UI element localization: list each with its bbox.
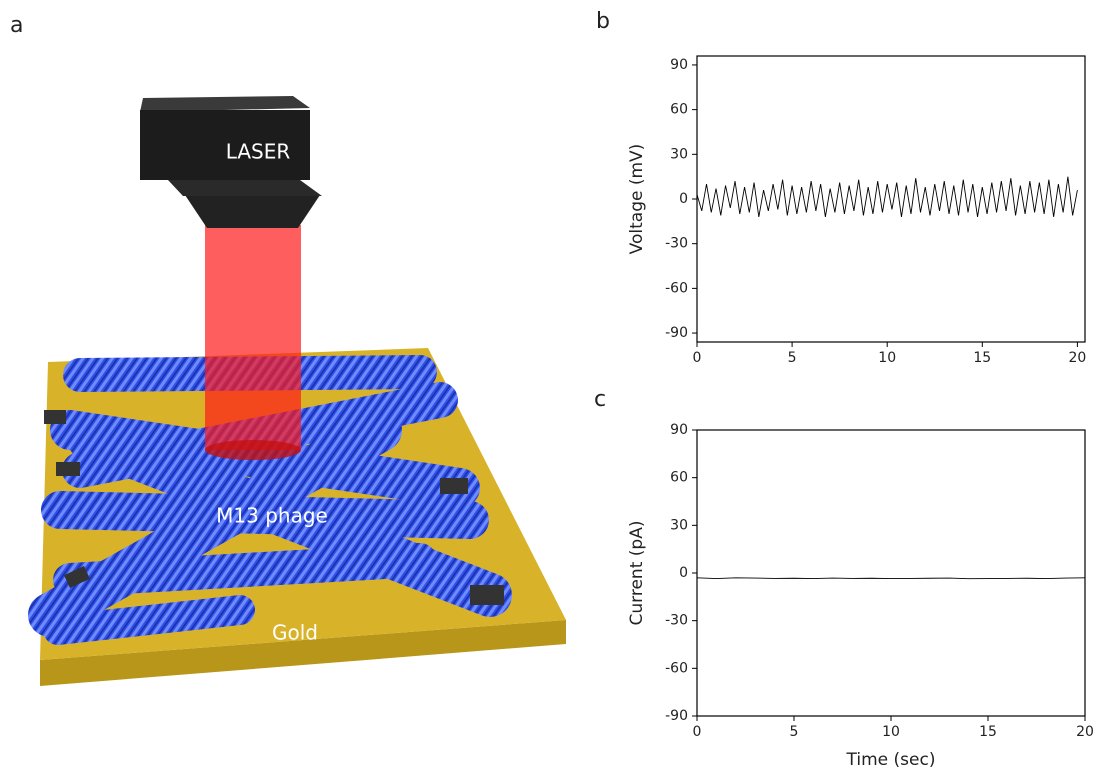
y-axis-label: Current (pA) [627,521,647,626]
y-tick-label: 0 [679,191,688,207]
laser-body [140,110,310,180]
y-axis-label: Voltage (mV) [627,144,647,255]
gold-side [40,620,566,686]
x-tick-label: 0 [693,350,702,366]
y-tick-label: 30 [670,146,688,162]
laser-beam [205,225,301,450]
y-tick-label: -30 [665,236,688,252]
illustration: LASER M13 phage Gold [28,96,566,686]
x-tick-label: 0 [693,724,702,740]
y-tick-label: -60 [665,660,688,676]
y-tick-label: -90 [665,325,688,341]
y-tick-label: 60 [670,470,688,486]
y-tick-label: 30 [670,517,688,533]
phage-label: M13 phage [216,504,328,528]
x-tick-label: 10 [878,350,896,366]
panel-label: a [10,13,23,38]
plot-frame [696,429,1086,717]
data-line [696,176,1078,217]
x-tick-label: 5 [788,350,797,366]
x-tick-label: 15 [979,724,997,740]
beam-spot [205,440,301,460]
y-tick-label: -60 [665,280,688,296]
y-tick-label: 60 [670,102,688,118]
y-tick-label: -30 [665,613,688,629]
x-tick-label: 15 [973,350,991,366]
y-tick-label: 0 [679,565,688,581]
substrate-label: Gold [272,621,318,645]
laser-label: LASER [226,140,291,164]
x-tick-label: 20 [1068,350,1086,366]
x-tick-label: 5 [790,724,799,740]
panel-label: b [596,9,610,34]
laser-top [140,96,310,112]
x-axis-label: Time (sec) [846,750,936,770]
x-tick-label: 10 [882,724,900,740]
x-tick-label: 20 [1076,724,1094,740]
y-tick-label: 90 [670,422,688,438]
panel-label: c [594,387,606,412]
y-tick-label: -90 [665,708,688,724]
laser-lens [185,195,320,228]
data-line [696,577,1086,580]
y-tick-label: 90 [670,57,688,73]
laser-neck [168,180,322,196]
